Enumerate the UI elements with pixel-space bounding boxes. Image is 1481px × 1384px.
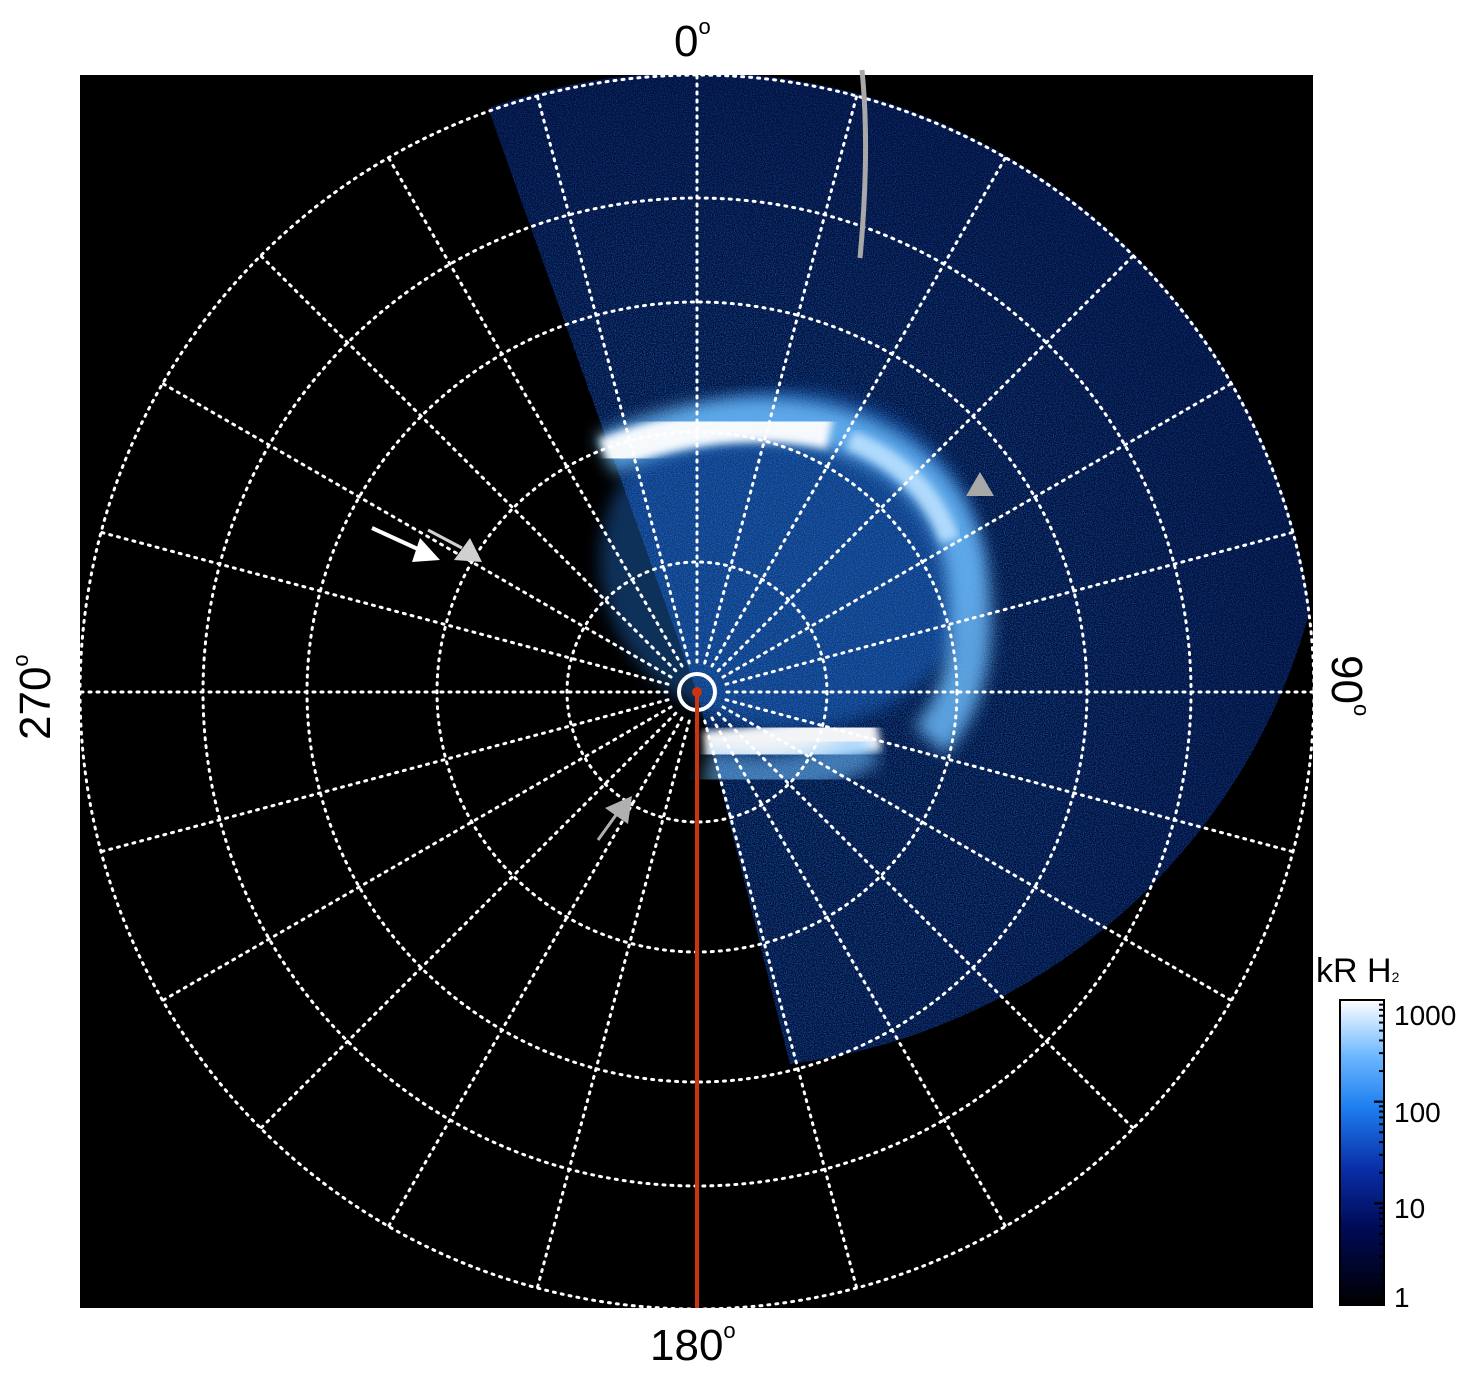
lower-bright-arc-halo	[700, 727, 881, 797]
colorbar-title: kR H2	[1316, 952, 1400, 990]
longitude-line	[99, 698, 670, 854]
colorbar-tick-label: 100	[1394, 1097, 1441, 1128]
longitude-line	[535, 94, 691, 665]
longitude-line	[387, 156, 684, 668]
longitude-line	[99, 530, 670, 686]
gray-triangle-marker	[966, 472, 994, 496]
colorbar	[1339, 999, 1385, 1306]
longitude-line	[161, 705, 673, 1002]
longitude-line	[535, 719, 691, 1290]
gray-arc	[857, 69, 869, 259]
longitude-line	[724, 698, 1295, 854]
longitude-line	[703, 94, 859, 665]
longitude-line	[710, 156, 1007, 668]
longitude-line	[387, 716, 684, 1228]
direction-label-top: 0o	[674, 14, 711, 66]
longitude-line	[724, 530, 1295, 686]
longitude-line	[161, 382, 673, 679]
direction-label-left: 270o	[8, 654, 60, 740]
direction-label-right: 90o	[1322, 655, 1374, 717]
longitude-line	[716, 711, 1135, 1130]
longitude-line	[703, 719, 859, 1290]
longitude-line	[721, 382, 1233, 679]
main-auroral-oval-core	[598, 407, 834, 471]
colorbar-tick-label: 10	[1394, 1193, 1426, 1224]
direction-label-bottom: 180o	[650, 1318, 736, 1370]
gray-arrow-marker-lower	[596, 796, 632, 841]
longitude-line	[259, 711, 678, 1130]
oval-dawn-branch	[846, 430, 960, 544]
colorbar-ticks	[1374, 999, 1384, 1306]
longitude-line	[710, 716, 1007, 1228]
white-arrow-marker	[371, 526, 440, 562]
colorbar-tick-label: 1	[1394, 1282, 1410, 1313]
gray-arrow-marker-left	[427, 528, 482, 562]
longitude-line	[721, 705, 1233, 1002]
colorbar-tick-label: 1000	[1394, 1000, 1457, 1031]
longitude-line	[259, 254, 678, 673]
longitude-line	[716, 254, 1135, 673]
